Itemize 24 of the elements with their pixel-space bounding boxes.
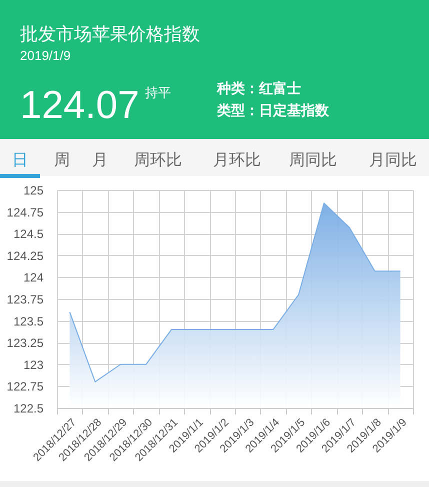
y-tick-label: 124 (23, 270, 44, 285)
text: 周环比 (134, 151, 182, 169)
text: 持平 (145, 85, 171, 100)
text: 周 (54, 152, 70, 169)
y-tick-label: 123.5 (13, 314, 44, 328)
text: 类型：日定基指数 (216, 102, 330, 118)
y-tick-label: 123 (23, 358, 44, 372)
text: 周同比 (289, 151, 337, 169)
text: 日 (12, 152, 28, 169)
text: 月环比 (213, 151, 261, 169)
y-tick-label: 122.5 (13, 402, 44, 416)
y-tick-label: 122.75 (6, 380, 44, 394)
text: 124.07 (20, 84, 140, 127)
y-tick-label: 123.75 (6, 292, 44, 306)
y-tick-label: 123.25 (6, 336, 44, 350)
text: 月同比 (369, 151, 417, 169)
y-tick-label: 125 (23, 184, 44, 198)
chart-title: 批发市场苹果价格指数 (20, 24, 200, 44)
chart-subtitle: 2019/1/9 (20, 48, 71, 63)
text: 月 (92, 152, 108, 169)
y-tick-label: 124.25 (6, 248, 44, 263)
text: 种类：红富士 (216, 80, 301, 96)
y-tick-label: 124.75 (6, 205, 44, 220)
y-tick-label: 124.5 (13, 227, 44, 242)
